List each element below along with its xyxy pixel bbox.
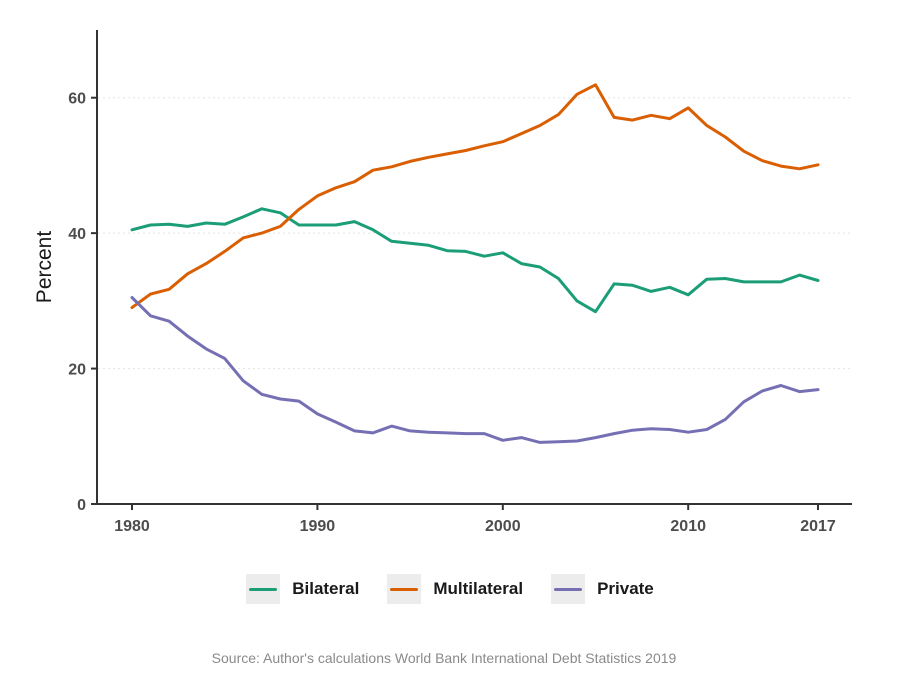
legend-key-bilateral — [246, 574, 281, 604]
legend-swatch-multilateral — [390, 587, 419, 591]
x-tick-label-1990: 1990 — [300, 518, 336, 535]
gridlines — [98, 97, 852, 370]
y-tick-label-40: 40 — [68, 226, 86, 243]
legend: Bilateral Multilateral Private — [0, 574, 900, 604]
x-tick-label-1980: 1980 — [114, 518, 150, 535]
x-tick-label-2017: 2017 — [800, 518, 836, 535]
x-ticks: 1980 1990 2000 2010 2017 — [114, 504, 836, 535]
legend-item-private: Private — [551, 574, 654, 604]
source-note: Source: Author's calculations World Bank… — [211, 650, 677, 666]
x-tick-label-2000: 2000 — [485, 518, 521, 535]
legend-key-multilateral — [387, 574, 422, 604]
x-tick-label-2010: 2010 — [670, 518, 706, 535]
y-tick-label-60: 60 — [68, 91, 86, 108]
legend-label-private: Private — [597, 579, 654, 598]
legend-swatch-bilateral — [249, 587, 278, 591]
y-ticks: 0 20 40 60 — [68, 91, 97, 514]
series-lines — [130, 83, 820, 444]
legend-key-private — [551, 574, 586, 604]
y-axis-title: Percent — [33, 231, 56, 304]
line-chart: 0 20 40 60 1980 1990 2000 2010 2017 Percent — [33, 30, 852, 535]
legend-item-bilateral: Bilateral — [246, 574, 359, 604]
legend-label-multilateral: Multilateral — [433, 579, 524, 598]
series-line-private — [130, 296, 820, 444]
y-tick-label-20: 20 — [68, 362, 86, 379]
y-tick-label-0: 0 — [77, 497, 86, 514]
series-line-bilateral — [130, 207, 820, 314]
legend-swatch-private — [554, 587, 583, 591]
series-line-multilateral — [130, 83, 820, 310]
legend-label-bilateral: Bilateral — [292, 579, 360, 598]
axes — [96, 30, 852, 505]
legend-item-multilateral: Multilateral — [387, 574, 523, 604]
